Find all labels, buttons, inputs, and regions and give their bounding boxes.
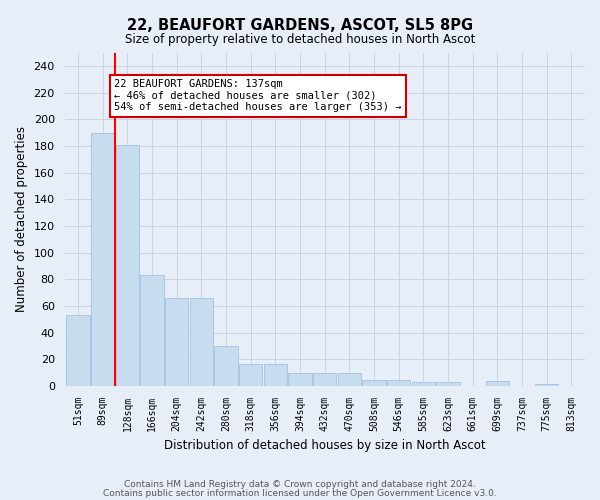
Text: Size of property relative to detached houses in North Ascot: Size of property relative to detached ho… — [125, 32, 475, 46]
Bar — [67, 316, 90, 386]
Bar — [264, 364, 287, 386]
Bar — [535, 384, 559, 386]
Bar — [165, 298, 188, 386]
Bar — [190, 298, 213, 386]
Bar — [140, 276, 164, 386]
Bar — [412, 382, 435, 386]
Bar — [436, 382, 460, 386]
Y-axis label: Number of detached properties: Number of detached properties — [15, 126, 28, 312]
X-axis label: Distribution of detached houses by size in North Ascot: Distribution of detached houses by size … — [164, 440, 485, 452]
Bar — [338, 373, 361, 386]
Bar — [387, 380, 410, 386]
Bar — [486, 381, 509, 386]
Bar — [289, 373, 312, 386]
Text: 22 BEAUFORT GARDENS: 137sqm
← 46% of detached houses are smaller (302)
54% of se: 22 BEAUFORT GARDENS: 137sqm ← 46% of det… — [114, 79, 401, 112]
Bar — [116, 144, 139, 386]
Bar — [214, 346, 238, 386]
Text: Contains HM Land Registry data © Crown copyright and database right 2024.: Contains HM Land Registry data © Crown c… — [124, 480, 476, 489]
Bar — [362, 380, 386, 386]
Bar — [313, 373, 337, 386]
Text: 22, BEAUFORT GARDENS, ASCOT, SL5 8PG: 22, BEAUFORT GARDENS, ASCOT, SL5 8PG — [127, 18, 473, 32]
Bar — [91, 132, 115, 386]
Text: Contains public sector information licensed under the Open Government Licence v3: Contains public sector information licen… — [103, 490, 497, 498]
Bar — [239, 364, 262, 386]
